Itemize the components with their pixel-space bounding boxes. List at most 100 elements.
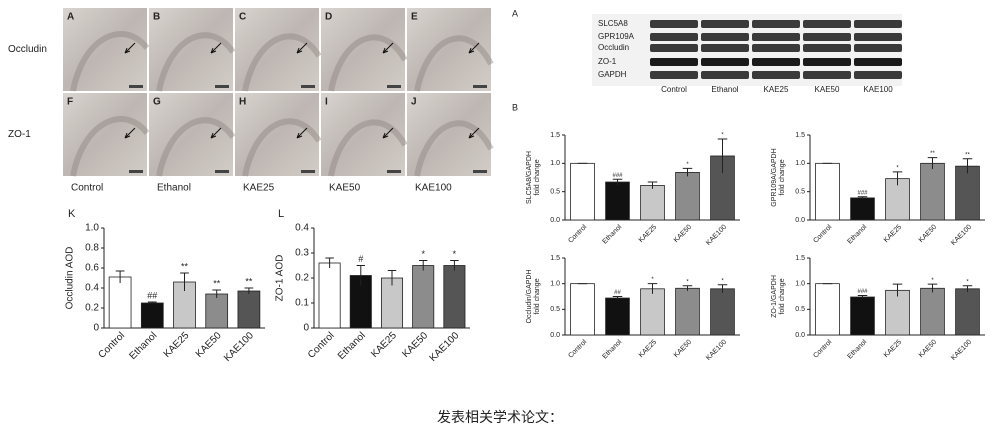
error-bar	[857, 294, 868, 299]
blot-band	[803, 20, 851, 28]
significance: *	[686, 162, 689, 168]
band-label: Occludin	[598, 43, 629, 52]
y-tick-label: 0.3	[295, 248, 309, 259]
scale-bar	[473, 85, 487, 88]
error-bar	[682, 167, 693, 177]
y-tick-label: 0.5	[550, 189, 560, 196]
x-tick-label: KAE100	[950, 339, 973, 362]
error-bar	[717, 138, 728, 173]
significance: *	[966, 279, 969, 285]
x-tick-label: Control	[306, 330, 337, 361]
error-bar	[612, 296, 623, 300]
micrographs: A B C D E F G H I J Occludin ZO-1 Control Ethanol KAE2…	[8, 8, 494, 194]
error-bar	[927, 283, 938, 293]
blot-band	[854, 71, 902, 79]
scale-bar	[215, 170, 229, 173]
significance: *	[453, 249, 457, 259]
y-axis-label: fold change	[779, 278, 786, 314]
bar	[605, 181, 630, 221]
panel-label: G	[153, 97, 161, 108]
tissue-fold	[156, 32, 236, 92]
bar	[237, 290, 261, 329]
micrograph	[321, 8, 405, 91]
arrow	[382, 42, 394, 54]
panel-label: K	[68, 208, 76, 220]
blot-band	[854, 44, 902, 52]
significance: ###	[857, 289, 868, 295]
tissue-fold	[328, 119, 408, 177]
arrow	[468, 127, 480, 139]
x-tick-label: Ethanol	[128, 330, 160, 362]
micrograph	[63, 93, 147, 176]
error-bar	[647, 181, 658, 189]
y-tick-label: 0.4	[85, 283, 99, 294]
arrow	[382, 127, 394, 139]
y-tick-label: 0.6	[85, 263, 99, 274]
significance: #	[358, 254, 363, 264]
x-tick-label: Ethanol	[601, 338, 623, 360]
y-tick-label: 0.0	[550, 217, 560, 224]
y-tick-label: 1.5	[795, 132, 805, 139]
bar	[570, 283, 595, 336]
scale-bar	[301, 170, 315, 173]
y-tick-label: 1.5	[795, 255, 805, 262]
blot-band	[854, 58, 902, 66]
panel-label: D	[325, 12, 332, 23]
x-tick-label: KAE50	[400, 330, 430, 360]
row-label: Occludin	[8, 44, 47, 55]
blot-band	[854, 33, 902, 41]
tissue-fold	[414, 120, 494, 177]
tissue-fold	[156, 117, 236, 177]
y-tick-label: 1.5	[550, 132, 560, 139]
x-tick-label: Ethanol	[336, 330, 368, 362]
micrograph	[149, 8, 233, 91]
error-bar	[682, 285, 693, 291]
significance: **	[181, 261, 189, 271]
lane-label: KAE25	[764, 85, 789, 94]
blot-band	[701, 58, 749, 66]
tissue-fold	[70, 116, 150, 177]
y-axis-label: SLC5A8/GAPDH	[526, 151, 533, 204]
blot-band	[854, 20, 902, 28]
panel-label: A	[67, 12, 74, 23]
bar	[955, 165, 980, 221]
x-tick-label: KAE25	[638, 224, 658, 244]
y-tick-label: 0.2	[295, 273, 309, 284]
band-label: GAPDH	[598, 70, 627, 79]
bar	[850, 197, 875, 221]
bar	[675, 171, 700, 221]
blot-band	[803, 44, 851, 52]
y-tick-label: 1.0	[85, 223, 99, 234]
significance: *	[686, 279, 689, 285]
blot-band	[701, 44, 749, 52]
y-tick-label: 0	[93, 323, 99, 334]
micrograph	[321, 93, 405, 176]
y-tick-label: 0.4	[295, 223, 309, 234]
y-axis-label: Occludin AOD	[65, 247, 76, 310]
tissue-fold	[328, 34, 408, 92]
y-tick-label: 0.2	[85, 303, 99, 314]
tissue-fold	[242, 118, 322, 177]
micrograph	[149, 93, 233, 176]
y-axis-label: ZO-1 AOD	[275, 255, 286, 302]
bar	[850, 296, 875, 336]
significance: **	[245, 276, 253, 286]
error-bar	[927, 157, 938, 169]
row-label: ZO-1	[8, 129, 31, 140]
blot-band	[752, 20, 800, 28]
bar	[920, 162, 945, 221]
y-tick-label: 1.0	[550, 281, 560, 288]
x-tick-label: Control	[812, 223, 833, 244]
x-tick-label: Control	[97, 330, 128, 361]
caption: 发表相关学术论文：	[437, 410, 563, 426]
error-bar	[962, 158, 973, 174]
tissue-fold	[414, 35, 494, 92]
band-label: GPR109A	[598, 32, 635, 41]
significance: *	[931, 278, 934, 284]
lane-label: KAE100	[863, 85, 893, 94]
y-tick-label: 0	[303, 323, 309, 334]
column-label: KAE100	[415, 183, 452, 194]
blot-band	[701, 71, 749, 79]
y-tick-label: 0.0	[550, 332, 560, 339]
